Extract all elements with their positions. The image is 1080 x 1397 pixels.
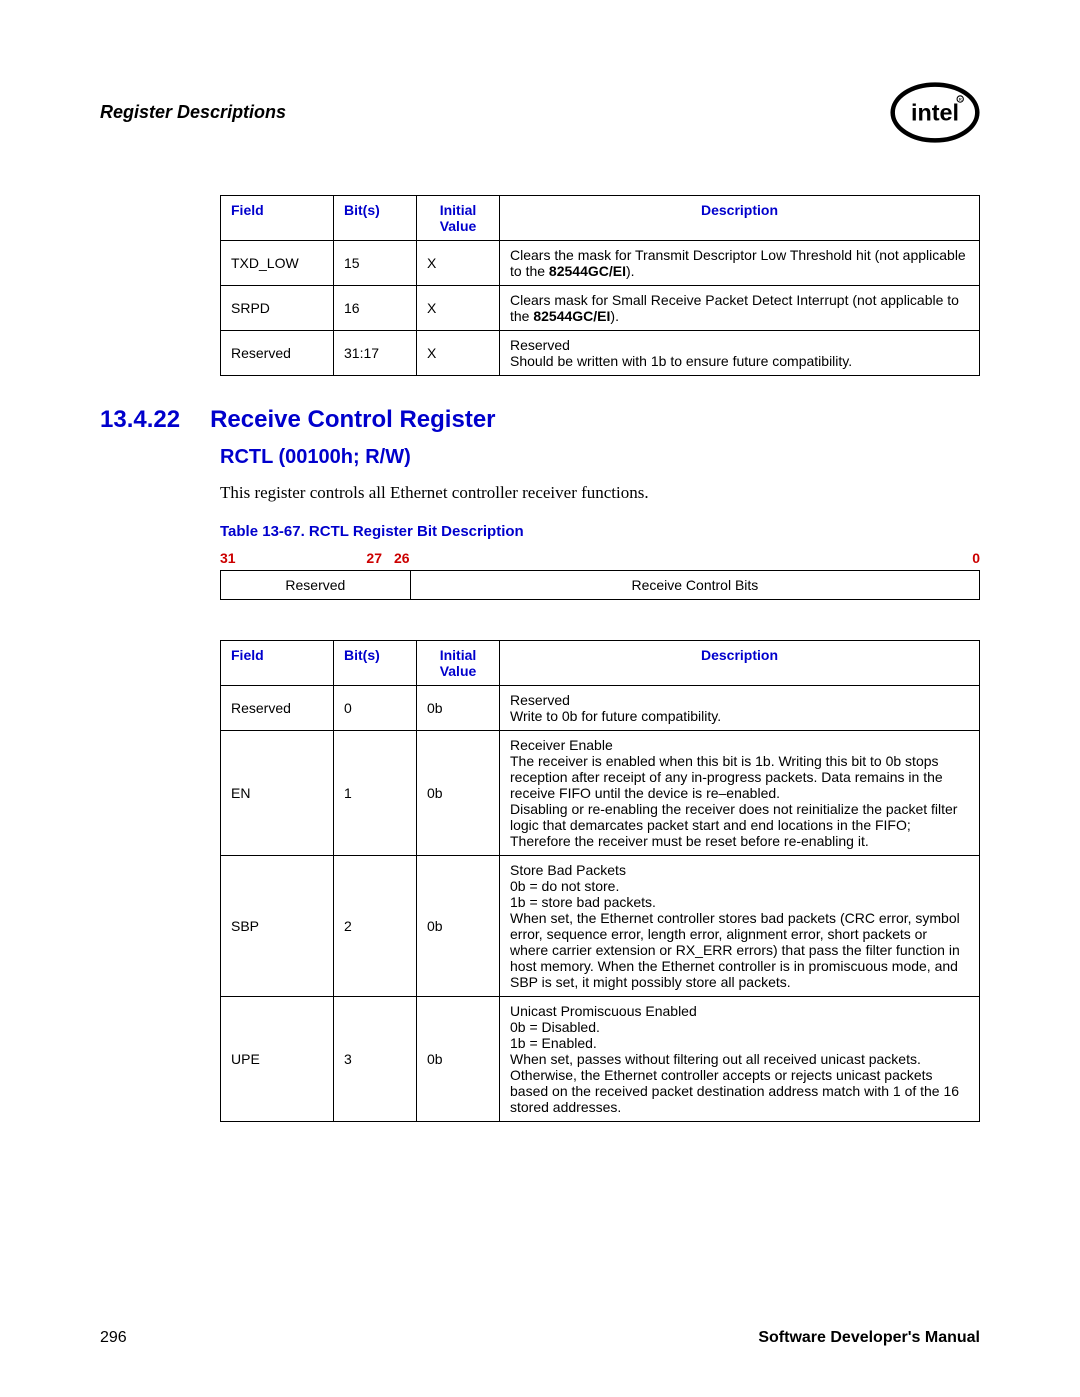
cell-desc: ReservedWrite to 0b for future compatibi…	[500, 686, 980, 731]
intel-logo: intel R	[890, 80, 980, 145]
cell-field: SRPD	[221, 286, 334, 331]
table-row: TXD_LOW15XClears the mask for Transmit D…	[221, 241, 980, 286]
th-initial: Initial Value	[417, 196, 500, 241]
cell-bits: 3	[334, 997, 417, 1122]
cell-bits: 16	[334, 286, 417, 331]
cell-desc: Clears the mask for Transmit Descriptor …	[500, 241, 980, 286]
cell-bits: 0	[334, 686, 417, 731]
cell-desc: ReservedShould be written with 1b to ens…	[500, 331, 980, 376]
register-subheading: RCTL (00100h; R/W)	[220, 446, 980, 469]
cell-initial: 0b	[417, 731, 500, 856]
th-field: Field	[221, 196, 334, 241]
table-rctl-bits: Field Bit(s) Initial Value Description R…	[220, 640, 980, 1122]
th-desc: Description	[500, 641, 980, 686]
cell-field: SBP	[221, 856, 334, 997]
cell-field: Reserved	[221, 331, 334, 376]
cell-initial: 0b	[417, 997, 500, 1122]
th-bits: Bit(s)	[334, 641, 417, 686]
manual-title: Software Developer's Manual	[758, 1329, 980, 1347]
section-title: Receive Control Register	[210, 406, 495, 434]
table-mask-bits: Field Bit(s) Initial Value Description T…	[220, 195, 980, 376]
table-row: Reserved31:17XReservedShould be written …	[221, 331, 980, 376]
cell-initial: 0b	[417, 686, 500, 731]
cell-desc: Unicast Promiscuous Enabled0b = Disabled…	[500, 997, 980, 1122]
table-caption: Table 13-67. RCTL Register Bit Descripti…	[220, 523, 980, 540]
bit-range-control: Receive Control Bits	[410, 571, 979, 600]
section-number: 13.4.22	[100, 406, 180, 434]
cell-bits: 31:17	[334, 331, 417, 376]
bit-num-27: 27	[232, 550, 382, 566]
svg-text:intel: intel	[911, 100, 959, 126]
cell-desc: Clears mask for Small Receive Packet Det…	[500, 286, 980, 331]
table-row: EN10bReceiver EnableThe receiver is enab…	[221, 731, 980, 856]
cell-initial: X	[417, 286, 500, 331]
cell-initial: X	[417, 331, 500, 376]
table-row: UPE30bUnicast Promiscuous Enabled0b = Di…	[221, 997, 980, 1122]
cell-bits: 15	[334, 241, 417, 286]
table-row: SRPD16XClears mask for Small Receive Pac…	[221, 286, 980, 331]
th-initial: Initial Value	[417, 641, 500, 686]
cell-desc: Receiver EnableThe receiver is enabled w…	[500, 731, 980, 856]
cell-bits: 2	[334, 856, 417, 997]
cell-field: UPE	[221, 997, 334, 1122]
section-body: This register controls all Ethernet cont…	[220, 483, 980, 503]
cell-bits: 1	[334, 731, 417, 856]
page-number: 296	[100, 1329, 127, 1347]
page-header-title: Register Descriptions	[100, 102, 286, 123]
th-bits: Bit(s)	[334, 196, 417, 241]
table-row: SBP20bStore Bad Packets0b = do not store…	[221, 856, 980, 997]
bit-range-reserved: Reserved	[221, 571, 411, 600]
cell-field: EN	[221, 731, 334, 856]
cell-initial: X	[417, 241, 500, 286]
th-desc: Description	[500, 196, 980, 241]
cell-field: Reserved	[221, 686, 334, 731]
bit-num-26: 26	[394, 550, 418, 566]
bit-num-31: 31	[220, 550, 232, 566]
table-row: Reserved00bReservedWrite to 0b for futur…	[221, 686, 980, 731]
cell-field: TXD_LOW	[221, 241, 334, 286]
bit-layout: 31 27 26 0 Reserved Receive Control Bits	[220, 550, 980, 600]
cell-desc: Store Bad Packets0b = do not store.1b = …	[500, 856, 980, 997]
bit-num-0: 0	[962, 550, 980, 566]
th-field: Field	[221, 641, 334, 686]
cell-initial: 0b	[417, 856, 500, 997]
